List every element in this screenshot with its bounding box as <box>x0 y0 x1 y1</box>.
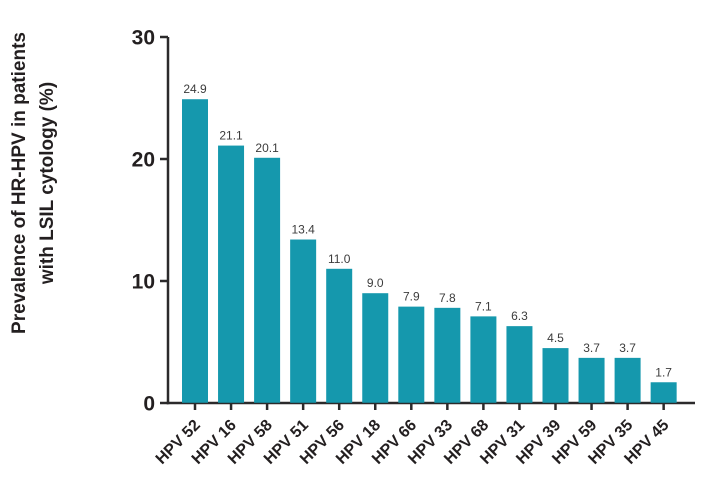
bar <box>398 306 425 403</box>
bar <box>290 239 317 403</box>
bar-value-label: 20.1 <box>255 141 279 155</box>
bar <box>578 357 605 403</box>
bar <box>362 293 389 403</box>
bar-value-label: 3.7 <box>583 341 600 355</box>
bar <box>650 382 677 403</box>
bar-value-label: 21.1 <box>219 129 243 143</box>
bar <box>182 99 208 403</box>
y-axis-tick-label: 0 <box>143 393 155 416</box>
bar-value-label: 7.1 <box>475 299 492 313</box>
bar-value-label: 4.5 <box>547 331 564 345</box>
bar <box>218 145 245 403</box>
bar-value-label: 1.7 <box>655 365 672 379</box>
bar <box>434 307 461 403</box>
y-axis-tick-label: 30 <box>132 27 155 50</box>
bar <box>470 316 497 403</box>
y-axis-tick-label: 20 <box>132 149 155 172</box>
bar-value-label: 7.8 <box>439 291 456 305</box>
bar-value-label: 6.3 <box>511 309 528 323</box>
bar <box>506 326 533 403</box>
bar-value-label: 24.9 <box>183 82 207 96</box>
y-axis-tick-label: 10 <box>132 271 155 294</box>
bar-value-label: 11.0 <box>328 252 351 266</box>
bar <box>614 357 641 403</box>
bar-value-label: 7.9 <box>403 290 420 304</box>
bar-value-label: 13.4 <box>291 223 315 237</box>
bar-value-label: 9.0 <box>367 276 384 290</box>
bar <box>542 348 569 403</box>
bar <box>326 268 353 403</box>
bar <box>254 157 281 403</box>
bar-value-label: 3.7 <box>619 341 636 355</box>
